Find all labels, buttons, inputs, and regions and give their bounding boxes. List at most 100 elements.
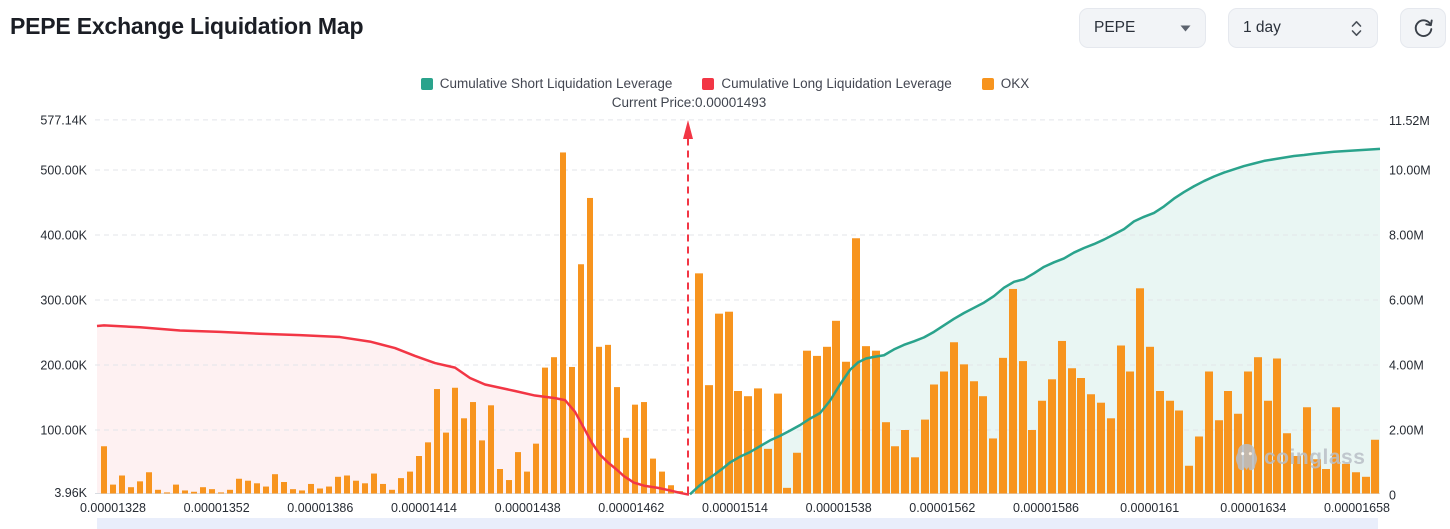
liquidation-bar xyxy=(191,491,197,494)
right-axis-tick-label: 4.00M xyxy=(1389,359,1424,373)
liquidation-bar xyxy=(182,490,188,494)
liquidation-bar xyxy=(299,490,305,494)
symbol-select[interactable]: PEPE xyxy=(1079,8,1206,48)
liquidation-bar xyxy=(813,355,821,494)
liquidation-bar xyxy=(1254,357,1262,494)
right-axis-tick-label: 10.00M xyxy=(1389,164,1431,178)
left-axis-tick-label: 577.14K xyxy=(40,113,87,127)
liquidation-bar xyxy=(479,440,485,494)
x-axis-tick-label: 0.00001586 xyxy=(1013,501,1079,515)
liquidation-bar xyxy=(497,469,503,494)
liquidation-bar xyxy=(862,346,870,494)
short-liquidation-line xyxy=(689,147,1381,496)
liquidation-bar xyxy=(1293,456,1301,494)
liquidation-bar xyxy=(344,475,350,494)
liquidation-bar xyxy=(200,487,206,494)
liquidation-bar xyxy=(236,478,242,494)
liquidation-bar xyxy=(434,389,440,494)
liquidation-bar xyxy=(506,480,512,494)
liquidation-bar xyxy=(317,488,323,494)
x-axis-tick-label: 0.0000161 xyxy=(1120,501,1179,515)
header-controls: PEPE 1 day xyxy=(1079,8,1446,48)
liquidation-bar xyxy=(1048,379,1056,494)
legend-item-okx[interactable]: OKX xyxy=(981,76,1030,91)
liquidation-bar xyxy=(960,364,968,494)
liquidation-bar xyxy=(1019,361,1027,494)
liquidation-bar xyxy=(470,402,476,494)
liquidation-bar xyxy=(823,346,831,494)
liquidation-bar xyxy=(524,471,530,494)
spinner-updown-icon xyxy=(1351,20,1362,36)
period-select[interactable]: 1 day xyxy=(1228,8,1378,48)
long-series-swatch-icon xyxy=(702,77,715,90)
liquidation-bar xyxy=(901,430,909,494)
liquidation-bar xyxy=(1195,436,1203,494)
x-axis-tick-label: 0.00001634 xyxy=(1220,501,1286,515)
chart-scrollbar[interactable] xyxy=(97,518,1378,529)
right-axis-tick-label: 11.52M xyxy=(1389,114,1430,128)
right-axis-tick-label: 6.00M xyxy=(1389,294,1424,308)
liquidation-bar xyxy=(596,346,602,494)
legend-item-short[interactable]: Cumulative Short Liquidation Leverage xyxy=(420,76,672,91)
liquidation-bar xyxy=(209,489,215,494)
x-axis-tick-label: 0.00001328 xyxy=(80,501,146,515)
right-axis-tick-label: 8.00M xyxy=(1389,229,1424,243)
liquidation-bar xyxy=(1224,391,1232,494)
liquidation-bar xyxy=(979,396,987,494)
left-axis-tick-label: 100.00K xyxy=(40,424,87,438)
liquidation-bar xyxy=(1068,368,1076,494)
liquidation-bar xyxy=(783,487,791,494)
liquidation-bar xyxy=(930,384,938,494)
refresh-button[interactable] xyxy=(1400,8,1446,48)
right-axis-tick-label: 0 xyxy=(1389,489,1396,503)
liquidation-bar xyxy=(1342,463,1350,494)
short-series-swatch-icon xyxy=(420,77,433,90)
liquidation-bar xyxy=(940,371,948,494)
liquidation-bar xyxy=(803,350,811,494)
liquidation-bar xyxy=(989,438,997,494)
x-axis-tick-label: 0.00001562 xyxy=(909,501,975,515)
legend-item-long[interactable]: Cumulative Long Liquidation Leverage xyxy=(702,76,952,91)
liquidation-bar xyxy=(461,418,467,494)
liquidation-bar xyxy=(137,481,143,494)
liquidation-bar xyxy=(891,446,899,494)
liquidation-bar xyxy=(407,471,413,494)
liquidation-bar xyxy=(227,489,233,494)
legend-label-okx: OKX xyxy=(1000,76,1030,91)
liquidation-bar xyxy=(754,388,762,494)
liquidation-bar xyxy=(1117,345,1125,494)
header: PEPE Exchange Liquidation Map PEPE 1 day xyxy=(0,0,1450,56)
caret-down-icon xyxy=(1180,25,1191,31)
liquidation-bar xyxy=(793,452,801,494)
liquidation-bar xyxy=(1264,400,1272,494)
liquidation-bar xyxy=(970,381,978,494)
right-axis-tick-label: 2.00M xyxy=(1389,424,1424,438)
liquidation-bar xyxy=(101,446,107,494)
liquidation-bar xyxy=(614,387,620,494)
liquidation-bar xyxy=(641,402,647,494)
left-axis-tick-label: 3.96K xyxy=(54,486,87,500)
liquidation-bar xyxy=(1058,340,1066,494)
liquidation-bar xyxy=(218,492,224,494)
liquidation-bar xyxy=(872,350,880,494)
legend-label-long: Cumulative Long Liquidation Leverage xyxy=(721,76,952,91)
liquidation-bar xyxy=(353,480,359,494)
liquidation-bar xyxy=(308,483,314,494)
liquidation-bar xyxy=(1126,371,1134,494)
x-axis-tick-label: 0.00001514 xyxy=(702,501,768,515)
liquidation-bar xyxy=(1283,433,1291,494)
x-axis-tick-label: 0.00001352 xyxy=(184,501,250,515)
liquidation-bar xyxy=(921,419,929,494)
liquidation-bar xyxy=(1303,407,1311,494)
liquidation-bar xyxy=(389,489,395,494)
liquidation-bar xyxy=(1028,430,1036,494)
okx-series-swatch-icon xyxy=(981,77,994,90)
liquidation-bar xyxy=(950,342,958,494)
x-axis-tick-label: 0.00001658 xyxy=(1324,501,1390,515)
liquidation-bar xyxy=(173,484,179,494)
liquidation-bar xyxy=(155,489,161,494)
liquidation-bar xyxy=(263,486,269,494)
x-axis-tick-label: 0.00001414 xyxy=(391,501,457,515)
liquidation-bar xyxy=(695,273,703,494)
